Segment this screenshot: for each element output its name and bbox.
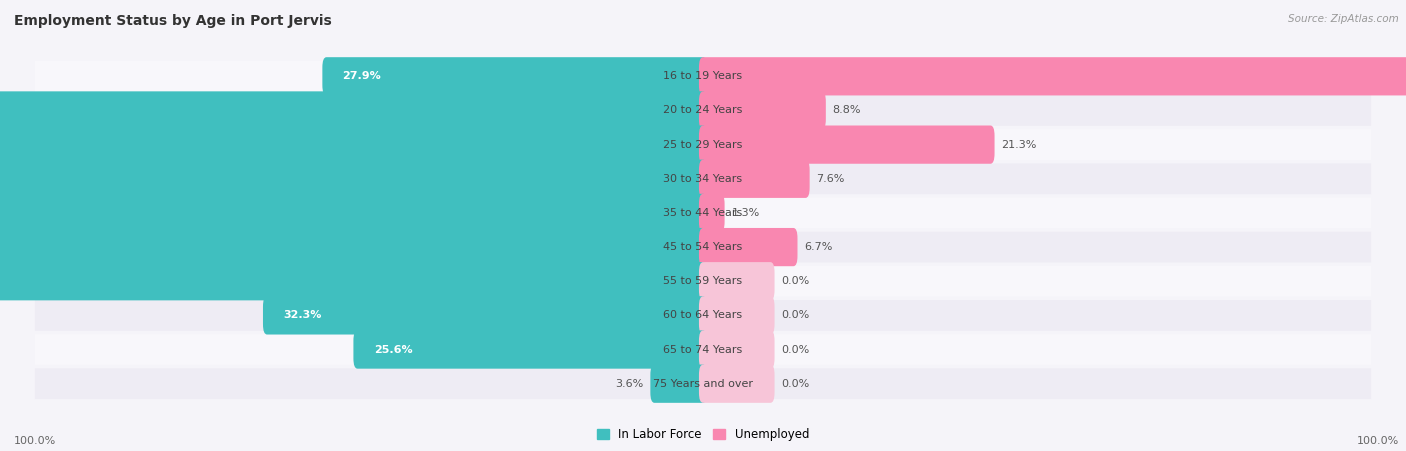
Text: 30 to 34 Years: 30 to 34 Years bbox=[664, 174, 742, 184]
FancyBboxPatch shape bbox=[35, 163, 1371, 194]
Text: 65 to 74 Years: 65 to 74 Years bbox=[664, 345, 742, 354]
Text: 35 to 44 Years: 35 to 44 Years bbox=[664, 208, 742, 218]
Text: 60 to 64 Years: 60 to 64 Years bbox=[664, 310, 742, 320]
Text: Source: ZipAtlas.com: Source: ZipAtlas.com bbox=[1288, 14, 1399, 23]
FancyBboxPatch shape bbox=[0, 92, 707, 129]
FancyBboxPatch shape bbox=[0, 262, 707, 300]
Text: 16 to 19 Years: 16 to 19 Years bbox=[664, 71, 742, 81]
Legend: In Labor Force, Unemployed: In Labor Force, Unemployed bbox=[592, 423, 814, 446]
Text: 0.0%: 0.0% bbox=[782, 276, 810, 286]
FancyBboxPatch shape bbox=[699, 262, 775, 300]
Text: 7.6%: 7.6% bbox=[817, 174, 845, 184]
Text: 21.3%: 21.3% bbox=[1001, 140, 1036, 150]
FancyBboxPatch shape bbox=[699, 194, 724, 232]
FancyBboxPatch shape bbox=[0, 125, 707, 164]
FancyBboxPatch shape bbox=[699, 228, 797, 266]
FancyBboxPatch shape bbox=[699, 296, 775, 335]
FancyBboxPatch shape bbox=[35, 129, 1371, 160]
Text: 27.9%: 27.9% bbox=[343, 71, 381, 81]
Text: Employment Status by Age in Port Jervis: Employment Status by Age in Port Jervis bbox=[14, 14, 332, 28]
FancyBboxPatch shape bbox=[35, 266, 1371, 297]
FancyBboxPatch shape bbox=[0, 194, 707, 232]
Text: 8.8%: 8.8% bbox=[832, 106, 860, 115]
FancyBboxPatch shape bbox=[699, 331, 775, 368]
Text: 25 to 29 Years: 25 to 29 Years bbox=[664, 140, 742, 150]
FancyBboxPatch shape bbox=[263, 296, 707, 335]
FancyBboxPatch shape bbox=[699, 125, 994, 164]
Text: 100.0%: 100.0% bbox=[1357, 437, 1399, 446]
FancyBboxPatch shape bbox=[35, 232, 1371, 262]
Text: 100.0%: 100.0% bbox=[14, 437, 56, 446]
FancyBboxPatch shape bbox=[699, 57, 1406, 96]
Text: 32.3%: 32.3% bbox=[283, 310, 322, 320]
FancyBboxPatch shape bbox=[322, 57, 707, 96]
Text: 6.7%: 6.7% bbox=[804, 242, 832, 252]
FancyBboxPatch shape bbox=[699, 160, 810, 198]
FancyBboxPatch shape bbox=[35, 95, 1371, 126]
Text: 0.0%: 0.0% bbox=[782, 310, 810, 320]
FancyBboxPatch shape bbox=[353, 331, 707, 368]
FancyBboxPatch shape bbox=[35, 61, 1371, 92]
Text: 1.3%: 1.3% bbox=[731, 208, 759, 218]
Text: 0.0%: 0.0% bbox=[782, 379, 810, 389]
FancyBboxPatch shape bbox=[35, 334, 1371, 365]
FancyBboxPatch shape bbox=[35, 368, 1371, 399]
FancyBboxPatch shape bbox=[35, 300, 1371, 331]
FancyBboxPatch shape bbox=[699, 364, 775, 403]
FancyBboxPatch shape bbox=[651, 364, 707, 403]
Text: 0.0%: 0.0% bbox=[782, 345, 810, 354]
Text: 20 to 24 Years: 20 to 24 Years bbox=[664, 106, 742, 115]
Text: 55 to 59 Years: 55 to 59 Years bbox=[664, 276, 742, 286]
FancyBboxPatch shape bbox=[0, 160, 707, 198]
FancyBboxPatch shape bbox=[699, 92, 825, 129]
Text: 75 Years and over: 75 Years and over bbox=[652, 379, 754, 389]
Text: 45 to 54 Years: 45 to 54 Years bbox=[664, 242, 742, 252]
Text: 25.6%: 25.6% bbox=[374, 345, 412, 354]
FancyBboxPatch shape bbox=[0, 228, 707, 266]
FancyBboxPatch shape bbox=[35, 198, 1371, 228]
Text: 3.6%: 3.6% bbox=[616, 379, 644, 389]
